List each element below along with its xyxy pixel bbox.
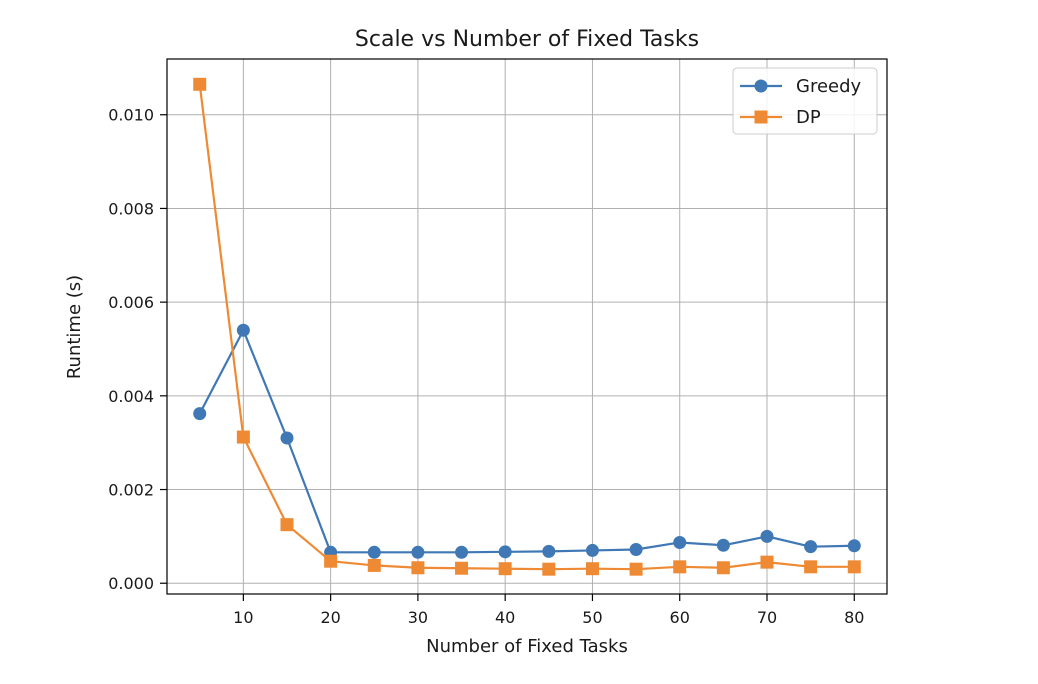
data-point-dp bbox=[411, 561, 425, 575]
y-tick-label: 0.008 bbox=[108, 199, 154, 218]
data-point-greedy bbox=[847, 539, 861, 553]
x-tick-label: 40 bbox=[495, 608, 515, 627]
series-layer bbox=[193, 77, 861, 576]
y-tick-label: 0.010 bbox=[108, 106, 154, 125]
series-dp bbox=[193, 77, 861, 576]
data-point-dp bbox=[367, 558, 381, 572]
data-point-greedy bbox=[367, 545, 381, 559]
chart-title: Scale vs Number of Fixed Tasks bbox=[355, 27, 699, 52]
data-point-dp bbox=[673, 560, 687, 574]
x-axis-label: Number of Fixed Tasks bbox=[426, 636, 628, 657]
data-point-dp bbox=[542, 562, 556, 576]
y-tick-label: 0.002 bbox=[108, 481, 154, 500]
y-tick-label: 0.006 bbox=[108, 293, 154, 312]
ticks: 10 20 30 40 50 60 70 80 0.000 0.002 0.004 0.006 0.00… bbox=[108, 106, 864, 627]
y-tick-label: 0.004 bbox=[108, 387, 154, 406]
data-point-dp bbox=[804, 560, 818, 574]
data-point-greedy bbox=[716, 538, 730, 552]
x-tick-label: 30 bbox=[408, 608, 428, 627]
plot-area-frame bbox=[166, 58, 888, 595]
data-point-dp bbox=[498, 562, 512, 576]
x-tick-label: 20 bbox=[320, 608, 340, 627]
data-point-dp bbox=[193, 77, 207, 91]
legend-entry-dp: DP bbox=[740, 107, 821, 128]
data-point-greedy bbox=[629, 542, 643, 556]
series-line-dp bbox=[198, 84, 855, 571]
data-point-dp bbox=[847, 560, 861, 574]
data-point-greedy bbox=[455, 545, 469, 559]
data-point-greedy bbox=[498, 545, 512, 559]
data-point-dp bbox=[629, 562, 643, 576]
legend-marker-greedy bbox=[754, 79, 768, 93]
data-point-greedy bbox=[542, 544, 556, 558]
data-point-greedy bbox=[193, 407, 207, 421]
data-point-dp bbox=[324, 554, 338, 568]
x-tick-label: 50 bbox=[582, 608, 602, 627]
grid bbox=[167, 59, 887, 594]
data-point-dp bbox=[236, 430, 250, 444]
legend: Greedy DP bbox=[732, 67, 878, 135]
data-point-greedy bbox=[804, 540, 818, 554]
data-point-dp bbox=[585, 562, 599, 576]
x-tick-label: 70 bbox=[757, 608, 777, 627]
legend-label-greedy: Greedy bbox=[796, 76, 862, 97]
legend-marker-dp bbox=[754, 110, 768, 124]
y-axis-label: Runtime (s) bbox=[64, 275, 85, 379]
series-line-greedy bbox=[198, 329, 855, 554]
data-point-greedy bbox=[760, 529, 774, 543]
series-greedy bbox=[193, 323, 861, 559]
data-point-greedy bbox=[673, 535, 687, 549]
data-point-dp bbox=[760, 555, 774, 569]
data-point-greedy bbox=[280, 431, 294, 445]
data-point-greedy bbox=[411, 545, 425, 559]
y-tick-label: 0.000 bbox=[108, 574, 154, 593]
x-tick-label: 80 bbox=[844, 608, 864, 627]
data-point-dp bbox=[716, 561, 730, 575]
legend-label-dp: DP bbox=[796, 107, 821, 128]
data-point-dp bbox=[280, 518, 294, 532]
x-tick-label: 60 bbox=[670, 608, 690, 627]
legend-entry-greedy: Greedy bbox=[740, 76, 862, 97]
data-point-greedy bbox=[236, 323, 250, 337]
data-point-dp bbox=[455, 561, 469, 575]
data-point-greedy bbox=[585, 543, 599, 557]
x-tick-label: 10 bbox=[233, 608, 253, 627]
